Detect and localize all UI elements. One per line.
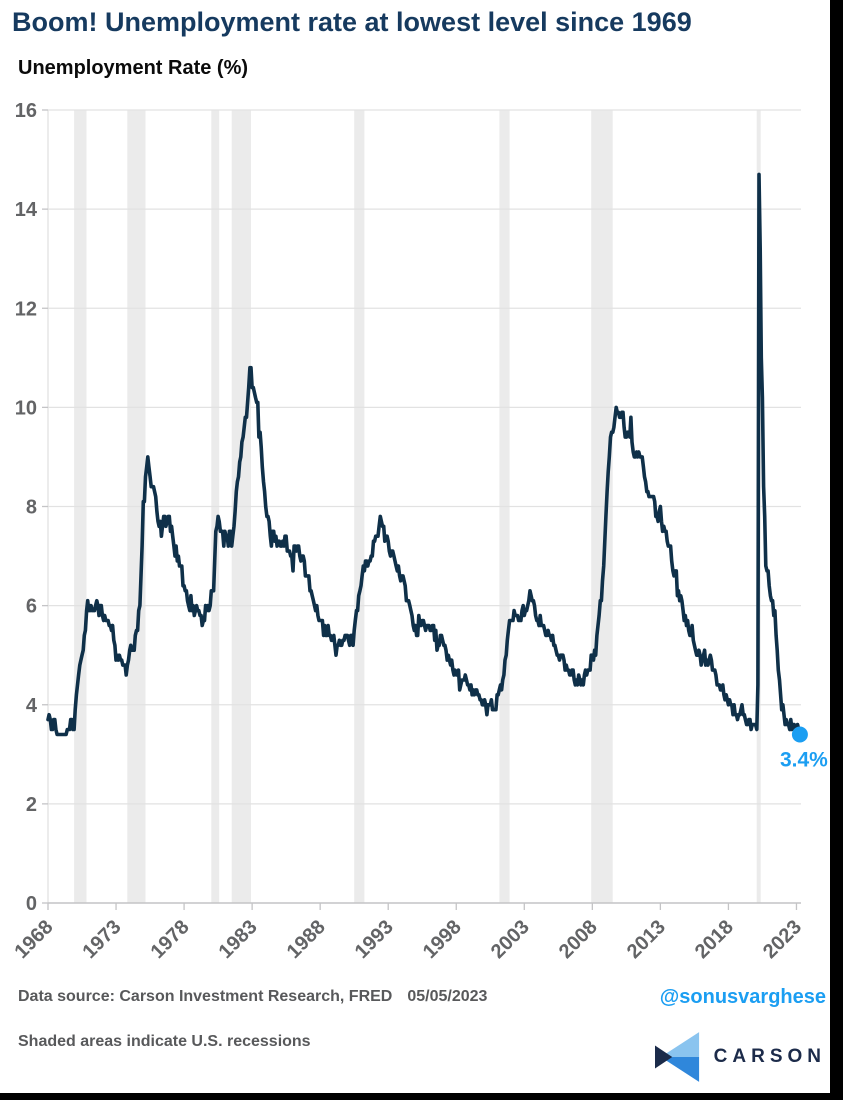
chart-subtitle: Unemployment Rate (%) [18, 57, 249, 79]
carson-chevron-icon [654, 1032, 699, 1082]
y-tick-label: 12 [15, 298, 37, 320]
carson-wordmark: CARSON [713, 1046, 826, 1067]
x-tick-label: 1983 [215, 916, 262, 963]
unemployment-series-line [46, 172, 802, 737]
x-tick-label: 1973 [79, 916, 126, 963]
twitter-handle: @sonusvarghese [659, 986, 826, 1008]
y-tick-label: 2 [26, 794, 37, 816]
x-tick-label: 1998 [419, 916, 466, 963]
y-tick-label: 10 [15, 397, 37, 419]
recession-note: Shaded areas indicate U.S. recessions [18, 1033, 311, 1050]
y-tick-label: 16 [15, 100, 37, 122]
logo-triangle-mid [660, 1057, 699, 1082]
data-source-row: Data source: Carson Investment Research,… [18, 988, 487, 1006]
x-tick-label: 1993 [351, 916, 398, 963]
logo-triangle-light [660, 1032, 699, 1057]
x-tick-label: 2018 [691, 916, 738, 963]
page-title: Boom! Unemployment rate at lowest level … [12, 7, 692, 37]
x-tick-label: 2013 [623, 916, 670, 963]
carson-logo: CARSON [654, 1032, 826, 1082]
y-tick-label: 4 [26, 695, 38, 717]
x-tick-label: 1978 [147, 916, 194, 963]
publish-date: 05/05/2023 [407, 988, 488, 1005]
y-tick-label: 8 [26, 497, 37, 519]
x-tick-label: 2008 [555, 916, 602, 963]
y-tick-label: 0 [26, 893, 37, 915]
x-tick-label: 1968 [11, 916, 58, 963]
data-source-label: Data source: Carson Investment Research,… [18, 988, 393, 1005]
right-border [830, 0, 843, 1100]
bottom-border [0, 1093, 843, 1100]
y-tick-label: 14 [15, 199, 38, 221]
x-tick-label: 2003 [487, 916, 534, 963]
x-tick-label: 1988 [283, 916, 330, 963]
logo-triangle-dark [654, 1045, 672, 1069]
latest-value-label: 3.4% [780, 749, 828, 772]
x-tick-label: 2023 [759, 916, 806, 963]
latest-value-dot [791, 726, 808, 743]
y-tick-label: 6 [26, 596, 37, 618]
